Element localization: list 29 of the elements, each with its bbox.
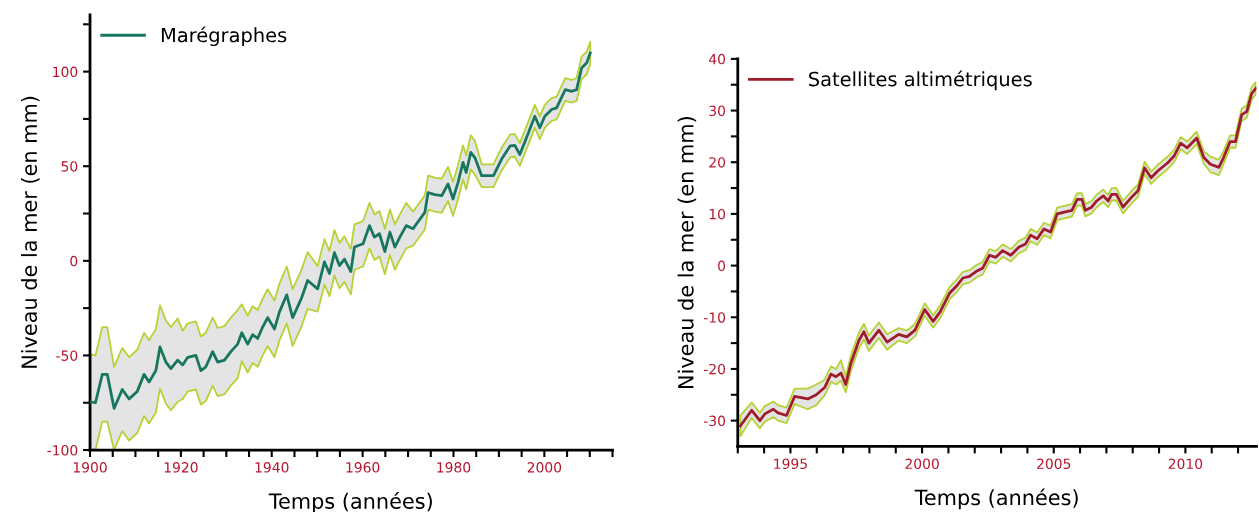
y-tick-label: 20 (709, 157, 726, 168)
y-tick-label: 40 (708, 53, 726, 65)
x-tick-label: 1995 (774, 458, 807, 470)
y-tick-label: 50 (61, 161, 78, 172)
y-tick-label: -20 (703, 363, 726, 375)
y-tick-label: 0 (718, 260, 726, 272)
x-tick-label: 1980 (437, 462, 471, 473)
x-tick-label: 1920 (164, 462, 198, 473)
y-tick-label: 100 (53, 66, 78, 78)
x-tick-label: 1900 (73, 462, 107, 473)
legend-label: Satellites altimétriques (809, 70, 1032, 91)
y-tick-label: -10 (703, 312, 726, 323)
x-tick-label: 2000 (905, 458, 939, 470)
x-tick-label: 2000 (527, 462, 562, 473)
y-tick-label: -50 (56, 350, 78, 361)
y-tick-label: -100 (47, 445, 78, 456)
x-axis-title: Temps (années) (268, 491, 432, 512)
x-tick-label: 2005 (1037, 458, 1071, 470)
x-tick-label: 1940 (255, 462, 289, 473)
x-axis-title: Temps (années) (914, 488, 1078, 510)
x-tick-label: 2010 (1168, 458, 1203, 470)
y-axis-title: Niveau de la mer (en mm) (677, 117, 697, 388)
x-tick-label: 1960 (346, 462, 380, 473)
y-tick-label: -30 (703, 415, 726, 427)
y-tick-label: 10 (709, 208, 726, 220)
y-tick-label: 0 (70, 255, 78, 267)
legend-label: Marégraphes (161, 26, 287, 47)
y-tick-label: 30 (709, 105, 726, 117)
y-axis-title: Niveau de la mer (en mm) (20, 96, 40, 368)
